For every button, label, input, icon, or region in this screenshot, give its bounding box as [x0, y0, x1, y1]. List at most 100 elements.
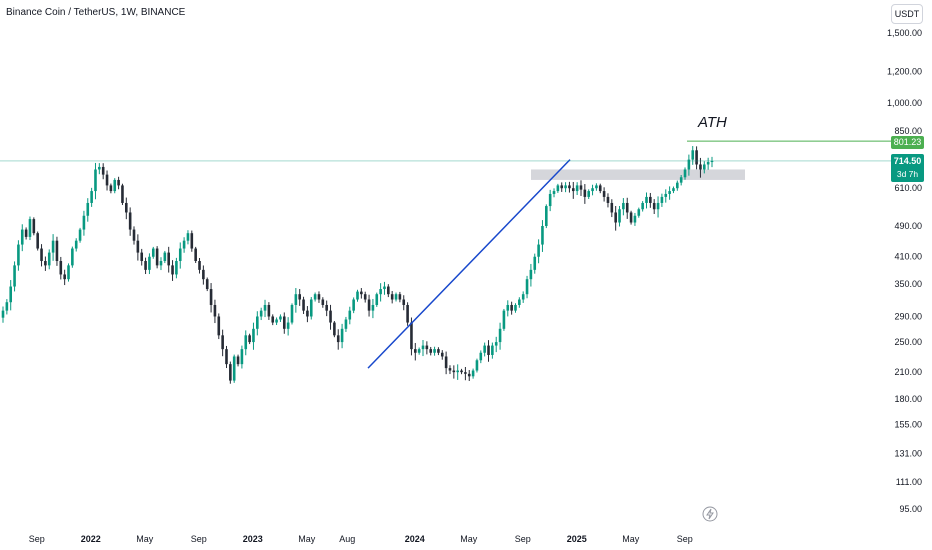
candle-body [190, 233, 194, 249]
candle-body [618, 209, 621, 223]
candle-body [483, 345, 486, 353]
candle-body [275, 319, 278, 323]
price-tick-label: 111.00 [896, 477, 922, 487]
candle [491, 342, 494, 359]
candle [444, 351, 448, 375]
candle-body [571, 188, 575, 192]
candle-body [533, 256, 537, 270]
candle [575, 182, 579, 196]
candle-body [525, 279, 529, 295]
candle [440, 350, 444, 360]
candle [587, 189, 590, 200]
ath-price-tag: 801.23 [891, 136, 924, 149]
candle-body [205, 279, 209, 290]
candle [360, 288, 363, 299]
time-tick-label: 2024 [405, 534, 425, 544]
time-tick-label: May [136, 534, 154, 544]
candle [317, 291, 321, 303]
candle-body [282, 316, 286, 329]
candle [379, 283, 382, 302]
price-tick-label: 1,500.00 [887, 28, 922, 38]
candle-body [518, 299, 521, 305]
candle-body [121, 185, 124, 203]
candle [167, 246, 170, 273]
candle [710, 156, 714, 168]
candle-body [17, 244, 20, 266]
candle [340, 323, 344, 349]
candle [552, 188, 556, 198]
candle-body [317, 294, 321, 300]
candle [286, 317, 290, 336]
candle-body [591, 188, 594, 192]
candle [676, 180, 679, 191]
candle [325, 300, 328, 317]
candle-body [63, 274, 66, 280]
candle [209, 283, 213, 313]
candle-body [336, 335, 340, 343]
candle-body [309, 299, 313, 317]
candle [672, 186, 675, 194]
candle-body [521, 294, 525, 300]
candle [467, 370, 471, 382]
time-tick-label: 2025 [567, 534, 587, 544]
candle-body [71, 248, 74, 266]
candle [529, 263, 533, 287]
price-tick-label: 290.00 [894, 311, 922, 321]
candle [471, 368, 475, 379]
candle [94, 162, 97, 200]
candle [259, 307, 263, 321]
lightning-bolt-icon[interactable] [702, 506, 718, 522]
candle [217, 313, 221, 340]
candle-body [78, 229, 82, 241]
candle-body [263, 304, 267, 311]
candle [610, 199, 614, 218]
candle [487, 340, 490, 362]
symbol-title[interactable]: Binance Coin / TetherUS, 1W, BINANCE [6, 7, 186, 18]
candle [548, 189, 552, 212]
candle-body [298, 294, 302, 300]
candle [321, 297, 325, 308]
candle-body [313, 294, 317, 300]
candle [494, 336, 498, 353]
candle-body [537, 244, 540, 257]
bar-countdown: 3d 7h [896, 169, 919, 179]
candle [256, 311, 259, 336]
price-tick-label: 1,200.00 [887, 66, 922, 76]
candle [86, 198, 90, 222]
candle-body [167, 252, 170, 266]
candle [271, 314, 275, 326]
candle [398, 291, 402, 303]
candle [344, 316, 348, 332]
candle [406, 302, 409, 326]
candle [683, 167, 687, 180]
candle [556, 183, 560, 193]
candle [371, 298, 375, 319]
candle-body [344, 319, 348, 329]
currency-button[interactable]: USDT [891, 4, 923, 24]
candle [194, 246, 197, 264]
time-tick-label: May [622, 534, 640, 544]
candle-body [452, 370, 456, 373]
candle-body [171, 265, 174, 275]
candle [221, 329, 224, 357]
candle-body [117, 179, 120, 186]
candle-body [464, 372, 467, 374]
candle [44, 256, 47, 271]
candle-body [5, 302, 9, 311]
candle-body [229, 364, 232, 381]
candle [229, 361, 232, 384]
candle [649, 192, 652, 208]
candle-body [679, 177, 683, 183]
candle-body [413, 349, 417, 353]
candle [294, 288, 298, 313]
candle-body [356, 291, 359, 300]
candle [252, 322, 255, 350]
candle-body [437, 349, 440, 353]
candle-body [113, 179, 117, 192]
candle [568, 181, 571, 193]
candle [541, 220, 544, 252]
candle-body [529, 269, 533, 280]
candle-body [629, 212, 633, 223]
candle-body [668, 191, 671, 194]
